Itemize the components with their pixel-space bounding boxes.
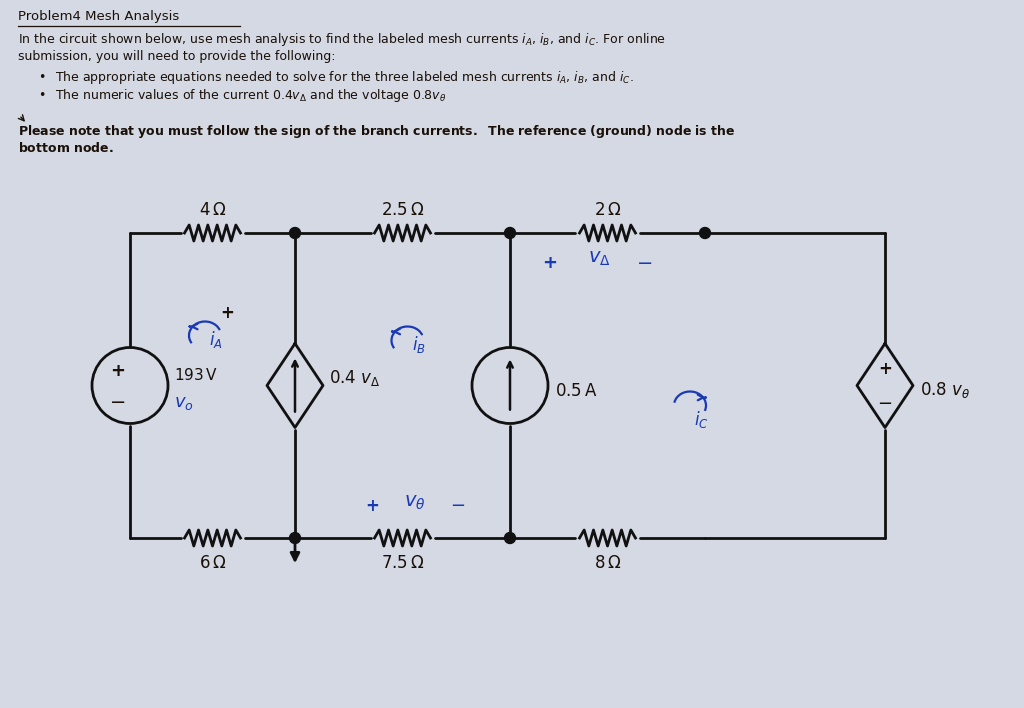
Text: $2\,\Omega$: $2\,\Omega$ xyxy=(594,201,622,219)
Text: −: − xyxy=(878,394,893,413)
Text: $v_\Delta$: $v_\Delta$ xyxy=(588,249,611,268)
Text: $\mathbf{bottom\ node.}$: $\mathbf{bottom\ node.}$ xyxy=(18,141,114,155)
Text: $i_A$: $i_A$ xyxy=(209,329,223,350)
Text: The appropriate equations needed to solve for the three labeled mesh currents $i: The appropriate equations needed to solv… xyxy=(55,69,634,86)
Text: $0.8\ v_\theta$: $0.8\ v_\theta$ xyxy=(920,380,970,401)
Text: The numeric values of the current $0.4v_\Delta$ and the voltage $0.8v_\theta$: The numeric values of the current $0.4v_… xyxy=(55,87,446,104)
Text: $v_\theta$: $v_\theta$ xyxy=(403,493,425,511)
Circle shape xyxy=(505,532,515,544)
Text: −: − xyxy=(637,253,653,273)
Text: −: − xyxy=(450,497,465,515)
Text: •: • xyxy=(38,71,45,84)
Text: −: − xyxy=(110,393,126,412)
Text: $4\,\Omega$: $4\,\Omega$ xyxy=(199,201,226,219)
Circle shape xyxy=(699,227,711,239)
Text: $i_C$: $i_C$ xyxy=(694,409,709,430)
Text: $2.5\,\Omega$: $2.5\,\Omega$ xyxy=(381,201,424,219)
Text: $0.4\ v_\Delta$: $0.4\ v_\Delta$ xyxy=(329,367,381,387)
Text: $193\,\mathrm{V}$: $193\,\mathrm{V}$ xyxy=(174,367,218,384)
Text: $7.5\,\Omega$: $7.5\,\Omega$ xyxy=(381,554,424,572)
Text: In the circuit shown below, use mesh analysis to find the labeled mesh currents : In the circuit shown below, use mesh ana… xyxy=(18,31,666,48)
Text: $8\,\Omega$: $8\,\Omega$ xyxy=(594,554,622,572)
Text: $i_B$: $i_B$ xyxy=(412,334,425,355)
Text: +: + xyxy=(366,497,380,515)
Text: +: + xyxy=(542,254,557,272)
Circle shape xyxy=(290,532,300,544)
Text: Problem4 Mesh Analysis: Problem4 Mesh Analysis xyxy=(18,10,179,23)
Text: +: + xyxy=(220,304,233,323)
Text: •: • xyxy=(38,89,45,102)
Text: submission, you will need to provide the following:: submission, you will need to provide the… xyxy=(18,50,336,63)
Text: +: + xyxy=(111,362,126,380)
Circle shape xyxy=(505,227,515,239)
Text: $0.5\,\mathrm{A}$: $0.5\,\mathrm{A}$ xyxy=(555,382,597,399)
Text: $v_o$: $v_o$ xyxy=(174,394,194,413)
Text: +: + xyxy=(878,360,892,379)
Text: $\mathbf{Please\ note\ that\ you\ must\ follow\ the\ sign\ of\ the\ branch\ curr: $\mathbf{Please\ note\ that\ you\ must\ … xyxy=(18,123,735,140)
Text: $6\,\Omega$: $6\,\Omega$ xyxy=(199,554,226,572)
Circle shape xyxy=(290,227,300,239)
